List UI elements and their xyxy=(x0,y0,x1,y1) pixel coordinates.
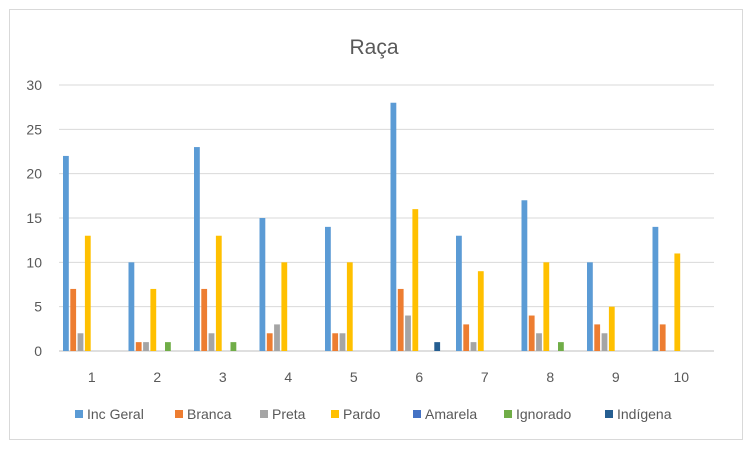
legend-label: Inc Geral xyxy=(87,406,144,422)
legend-swatch xyxy=(75,410,83,418)
bar-inc-geral-8 xyxy=(521,200,528,351)
bar-branca-1 xyxy=(70,288,77,351)
bar-branca-2 xyxy=(135,342,142,351)
bar-ignorado-3 xyxy=(230,342,237,351)
bar-branca-7 xyxy=(463,324,470,351)
y-tick-label: 20 xyxy=(26,166,42,182)
x-tick-label: 3 xyxy=(219,369,227,385)
y-tick-label: 10 xyxy=(26,254,42,270)
bar-inc-geral-9 xyxy=(587,262,593,351)
legend-label: Ignorado xyxy=(516,406,571,422)
bar-inc-geral-2 xyxy=(128,262,135,351)
bar-inc-geral-4 xyxy=(259,218,266,351)
gridlines xyxy=(59,84,714,352)
y-tick-label: 25 xyxy=(26,121,42,137)
bar-inc-geral-1 xyxy=(63,155,69,351)
legend-swatch xyxy=(175,410,183,418)
bar-preta-7 xyxy=(470,342,477,351)
x-tick-label: 1 xyxy=(88,369,96,385)
bar-pardo-6 xyxy=(412,209,419,351)
bar-preta-3 xyxy=(208,333,215,351)
bar-branca-9 xyxy=(594,324,601,351)
x-tick-label: 7 xyxy=(481,369,489,385)
bar-ignorado-2 xyxy=(165,342,171,351)
bar-preta-4 xyxy=(274,324,280,351)
x-tick-label: 2 xyxy=(153,369,161,385)
bar-branca-10 xyxy=(659,324,666,351)
legend-label: Branca xyxy=(187,406,232,422)
bar-pardo-1 xyxy=(84,235,91,351)
y-tick-label: 15 xyxy=(26,210,42,226)
legend-swatch xyxy=(413,410,421,418)
bar-pardo-4 xyxy=(281,262,288,351)
legend-swatch xyxy=(331,410,339,418)
bar-preta-2 xyxy=(143,342,149,351)
x-axis-ticks: 1 2 3 4 5 6 7 8 9 10 xyxy=(88,369,689,385)
bar-pardo-10 xyxy=(674,253,681,351)
legend-label: Amarela xyxy=(425,406,477,422)
bar-preta-6 xyxy=(405,315,411,351)
bar-pardo-7 xyxy=(477,271,484,351)
bar-inc-geral-10 xyxy=(652,226,659,351)
bar-preta-5 xyxy=(339,333,346,351)
bar-pardo-2 xyxy=(150,288,157,351)
x-tick-label: 4 xyxy=(284,369,292,385)
bar-inc-geral-7 xyxy=(456,235,462,351)
legend: Inc Geral Branca Preta Pardo Amarela Ignorado… xyxy=(75,406,672,422)
bar-branca-3 xyxy=(201,288,208,351)
bar-pardo-5 xyxy=(346,262,353,351)
bar-ind-gena-6 xyxy=(434,342,441,351)
x-tick-label: 6 xyxy=(415,369,423,385)
bar-ignorado-8 xyxy=(558,342,564,351)
bar-branca-8 xyxy=(528,315,535,351)
legend-swatch xyxy=(504,410,512,418)
legend-swatch xyxy=(260,410,268,418)
y-tick-label: 0 xyxy=(34,343,42,359)
y-tick-label: 30 xyxy=(26,77,42,93)
bar-pardo-3 xyxy=(215,235,222,351)
bar-preta-1 xyxy=(77,333,84,351)
x-tick-label: 5 xyxy=(350,369,358,385)
legend-label: Indígena xyxy=(617,406,672,422)
legend-label: Preta xyxy=(272,406,306,422)
bar-pardo-9 xyxy=(608,306,615,351)
y-axis-ticks: 0 5 10 15 20 25 30 xyxy=(26,77,42,359)
chart-frame xyxy=(9,9,743,440)
legend-swatch xyxy=(605,410,613,418)
bar-branca-6 xyxy=(397,288,404,351)
bar-branca-5 xyxy=(332,333,339,351)
bars xyxy=(63,102,681,351)
bar-preta-9 xyxy=(601,333,608,351)
bar-inc-geral-5 xyxy=(325,226,331,351)
x-tick-label: 10 xyxy=(673,369,689,385)
bar-preta-8 xyxy=(536,333,542,351)
x-tick-label: 8 xyxy=(546,369,554,385)
legend-label: Pardo xyxy=(343,406,381,422)
x-tick-label: 9 xyxy=(612,369,620,385)
bar-pardo-8 xyxy=(543,262,550,351)
bar-inc-geral-6 xyxy=(390,102,397,351)
bar-branca-4 xyxy=(266,333,273,351)
bar-inc-geral-3 xyxy=(194,147,200,351)
y-tick-label: 5 xyxy=(34,299,42,315)
chart-title: Raça xyxy=(349,36,398,59)
